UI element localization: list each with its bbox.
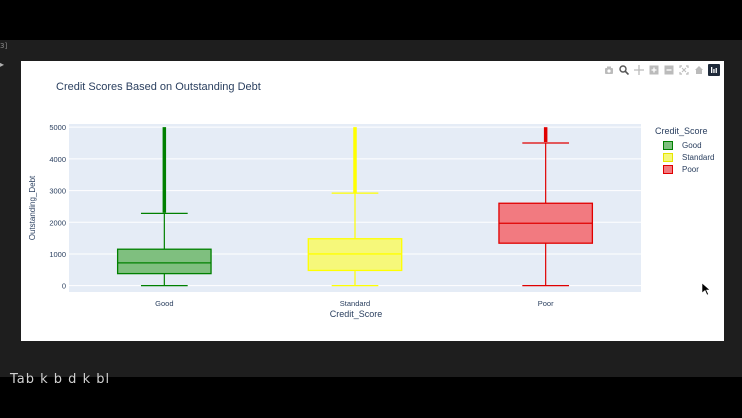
- zoom-in-icon[interactable]: [648, 64, 660, 76]
- collapse-arrow-icon[interactable]: ▸: [0, 60, 5, 69]
- x-tick-labels: Good Standard Poor: [155, 299, 554, 308]
- legend-swatch-standard: [663, 152, 673, 162]
- y-tick-label: 2000: [49, 218, 66, 227]
- legend-label: Standard: [682, 152, 715, 162]
- top-black-bar: [0, 0, 742, 40]
- box-plot-chart: 0 1000 2000 3000 4000 5000 Good Standard Poor C…: [28, 123, 641, 319]
- legend-item-poor[interactable]: Poor: [655, 163, 714, 175]
- x-axis-label: Credit_Score: [330, 309, 383, 319]
- legend-title: Credit_Score: [655, 126, 708, 136]
- zoom-icon[interactable]: [618, 64, 630, 76]
- box-good: [116, 127, 212, 287]
- y-axis-label: Outstanding_Debt: [28, 175, 37, 240]
- cut-off-text: Tab k b d k bl: [10, 372, 111, 387]
- y-tick-label: 5000: [49, 123, 66, 132]
- y-tick-label: 1000: [49, 250, 66, 259]
- legend-swatch-poor: [663, 164, 673, 174]
- iqr-box: [116, 248, 212, 275]
- legend-item-good[interactable]: Good: [655, 139, 714, 151]
- legend-item-standard[interactable]: Standard: [655, 151, 714, 163]
- legend-label: Good: [682, 140, 702, 150]
- legend-label: Poor: [682, 164, 699, 174]
- plotly-logo-icon[interactable]: [708, 64, 720, 76]
- legend: Credit_Score Good Standard Poor: [655, 126, 714, 175]
- autoscale-icon[interactable]: [678, 64, 690, 76]
- home-icon[interactable]: [693, 64, 705, 76]
- boxes: [116, 127, 594, 287]
- box-poor: [498, 127, 594, 287]
- box-standard: [307, 127, 403, 287]
- x-tick-label: Good: [155, 299, 173, 308]
- mouse-cursor-icon: [701, 280, 711, 299]
- y-tick-labels: 0 1000 2000 3000 4000 5000: [49, 123, 66, 290]
- zoom-out-icon[interactable]: [663, 64, 675, 76]
- plot-modebar: [603, 64, 720, 76]
- cell-indicator: 3]: [0, 42, 8, 50]
- plot-output: Credit Scores Based on Outstanding Debt: [21, 61, 724, 341]
- legend-swatch-good: [663, 140, 673, 150]
- camera-icon[interactable]: [603, 64, 615, 76]
- bottom-black-bar: [0, 377, 742, 418]
- x-tick-label: Poor: [538, 299, 554, 308]
- x-tick-label: Standard: [340, 299, 370, 308]
- chart-title: Credit Scores Based on Outstanding Debt: [56, 81, 261, 93]
- y-tick-label: 4000: [49, 155, 66, 164]
- y-tick-label: 3000: [49, 187, 66, 196]
- y-tick-label: 0: [62, 282, 66, 291]
- pan-icon[interactable]: [633, 64, 645, 76]
